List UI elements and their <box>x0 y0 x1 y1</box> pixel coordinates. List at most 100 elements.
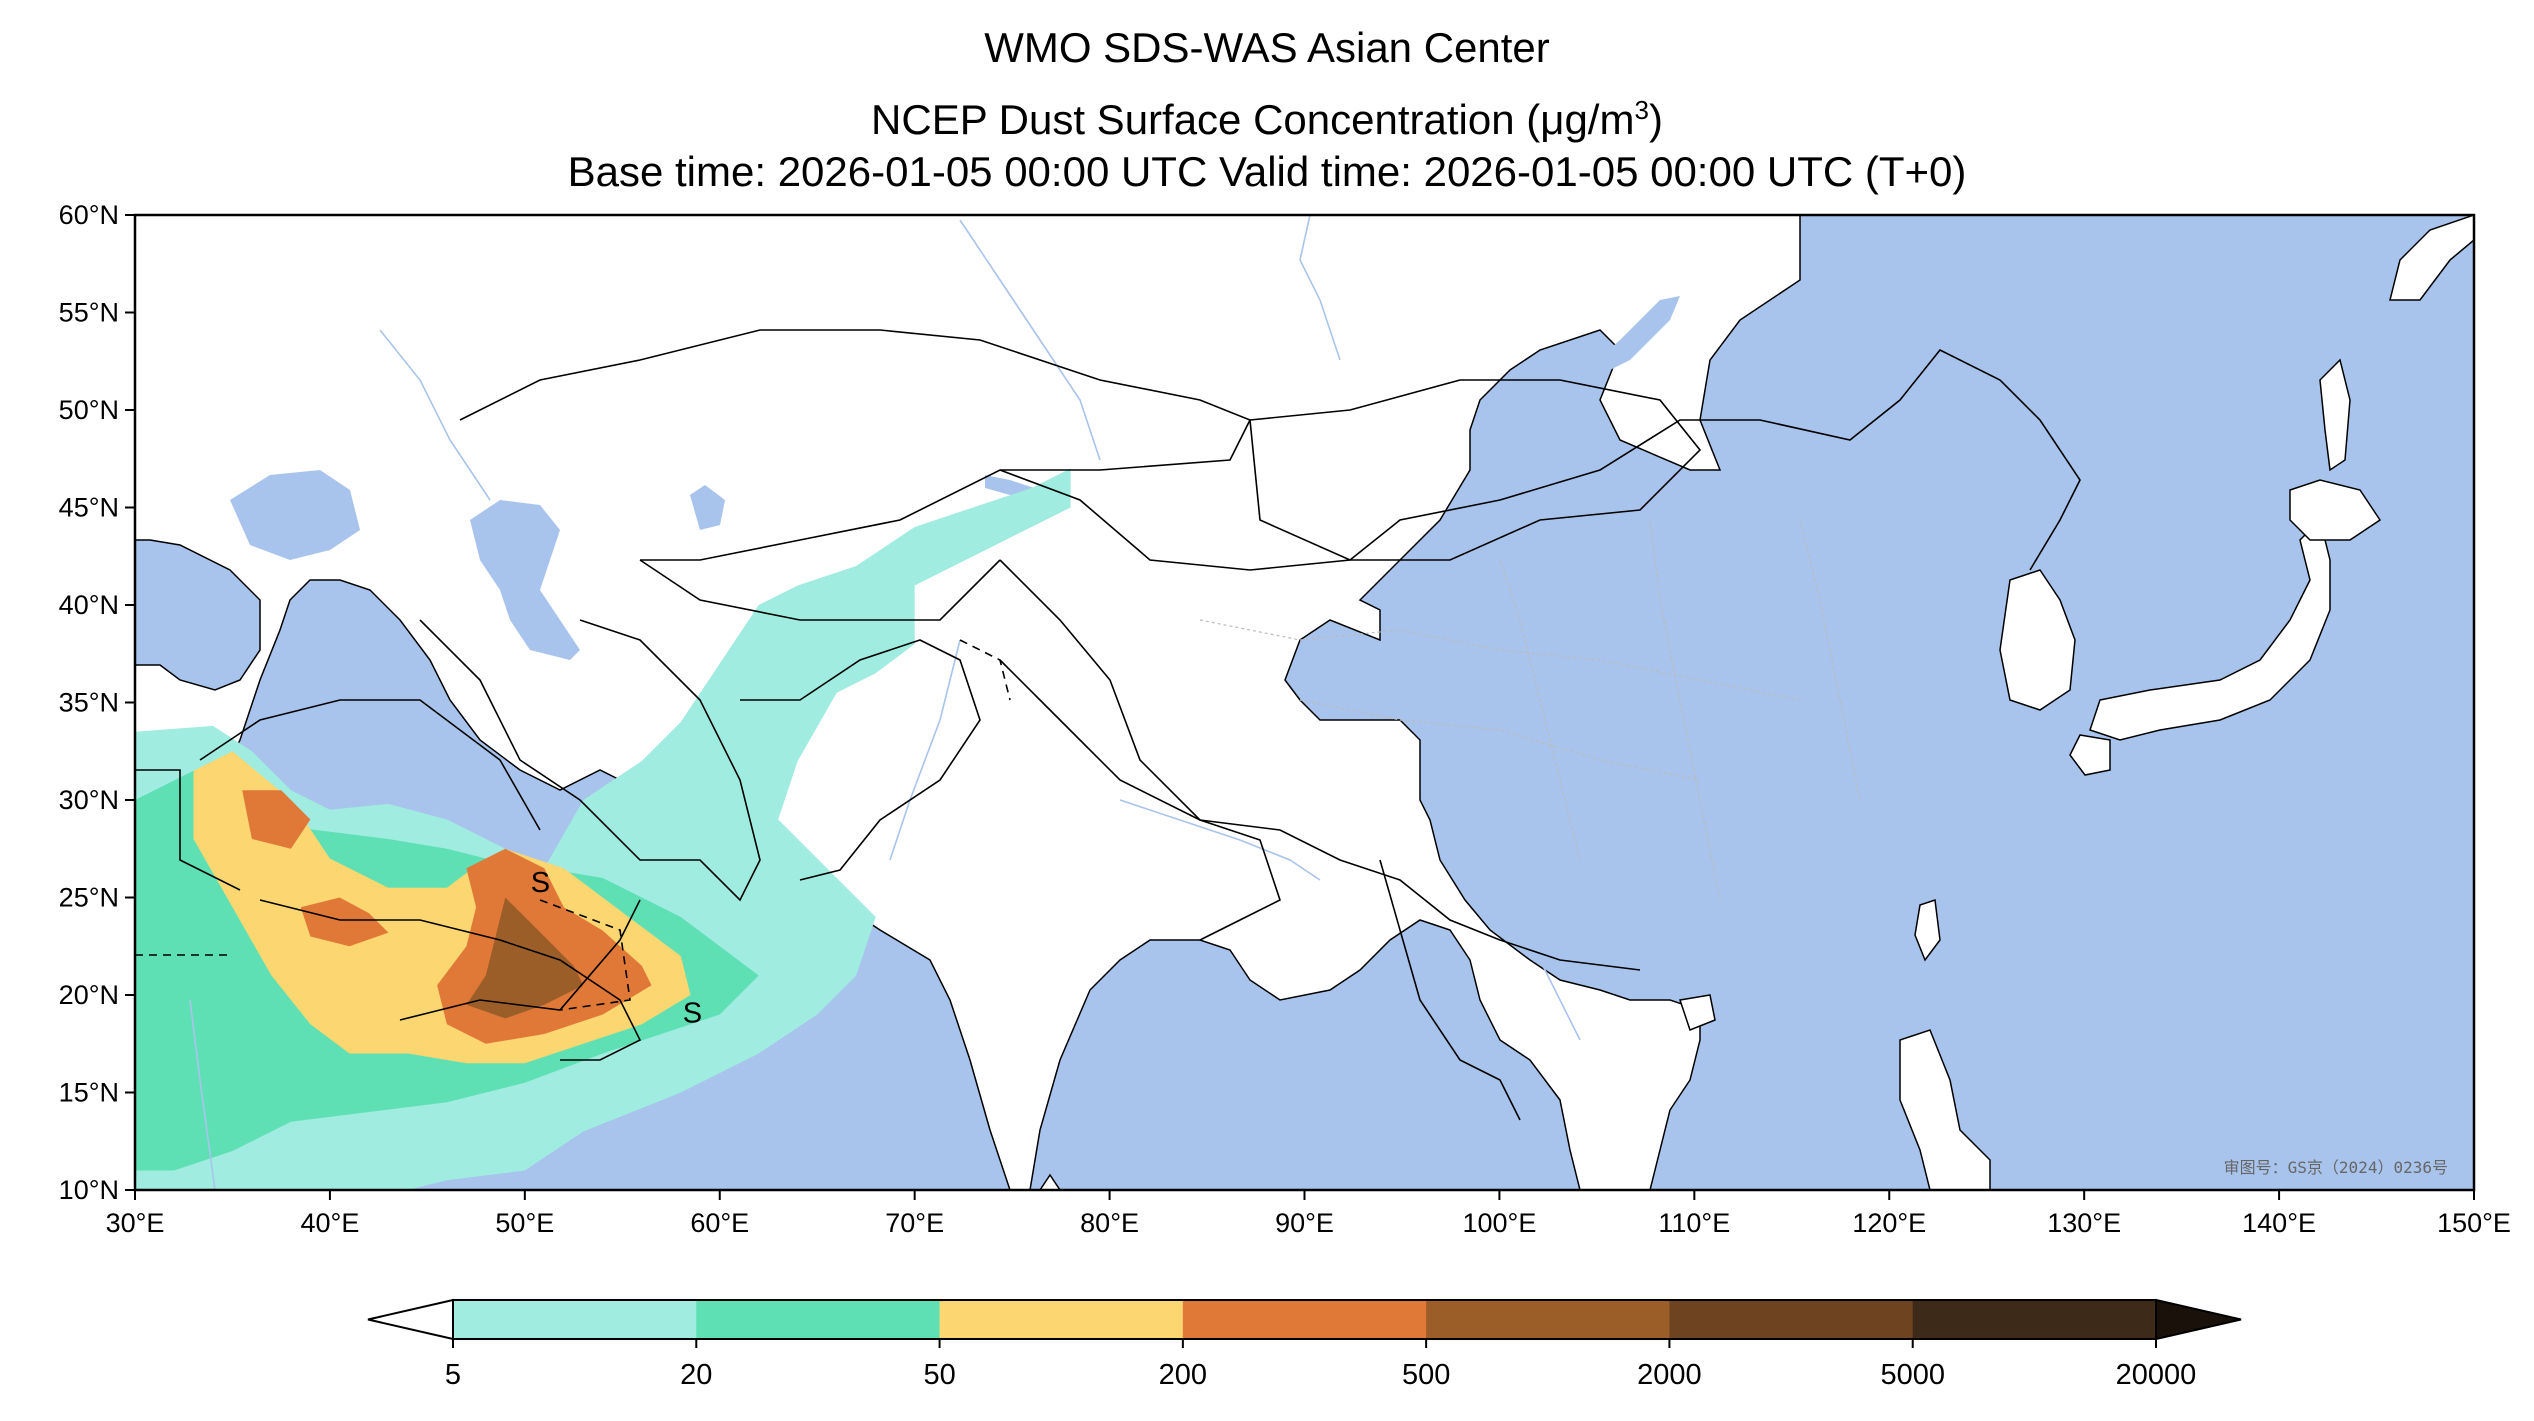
lon-tick-label: 90°E <box>1275 1208 1334 1238</box>
colorbar-bin-5000-20000 <box>1912 1300 2157 1339</box>
lon-tick-label: 150°E <box>2437 1208 2511 1238</box>
title-prefix: NCEP Dust Surface Concentration ( <box>871 96 1541 143</box>
disputed-borders <box>135 639 1011 1011</box>
province-line-1 <box>1199 619 1801 701</box>
river-volga <box>379 329 491 501</box>
land-taiwan <box>1914 898 1941 962</box>
river-ganges <box>1119 799 1321 881</box>
lon-tick-label: 50°E <box>495 1208 554 1238</box>
longitude-axis: 30°E 40°E 50°E 60°E 70°E 80°E 90°E 100°E 110°E 12… <box>106 1190 2511 1238</box>
land-kamchatka <box>2389 215 2474 301</box>
colorbar-bin-500-2000 <box>1426 1300 1670 1339</box>
colorbar: 5 20 50 200 500 2000 5000 20000 <box>367 1298 2242 1391</box>
lon-tick-label: 60°E <box>690 1208 749 1238</box>
border-central-asia <box>639 559 1001 621</box>
china-province-borders <box>1199 519 1861 901</box>
land-japan-honshu <box>2089 518 2331 741</box>
lat-tick-label: 35°N <box>59 688 119 718</box>
border-afghanistan-pakistan <box>740 639 981 881</box>
river-yenisei <box>1299 215 1341 361</box>
colorbar-over-arrow <box>2155 1298 2242 1341</box>
lat-tick-label: 20°N <box>59 980 119 1010</box>
river-amur <box>1759 299 2041 421</box>
province-line-5 <box>1799 519 1861 801</box>
storm-markers: S S <box>531 867 702 1030</box>
border-mongolia <box>1249 379 1702 561</box>
lon-tick-label: 110°E <box>1658 1208 1730 1238</box>
lat-tick-label: 30°N <box>59 785 119 815</box>
border-china-south <box>999 559 1641 971</box>
disputed-saudi-yemen <box>539 899 631 1011</box>
latitude-axis: 60°N 55°N 50°N 45°N 40°N 35°N 30°N 25°N 20°N 15°N… <box>59 200 135 1205</box>
dust-field-500-2000-6 <box>466 897 584 1019</box>
river-yellow <box>1419 599 1831 661</box>
river-nile <box>189 999 216 1190</box>
storm-marker-s-2: S <box>683 998 702 1030</box>
colorbar-bin-2000-5000 <box>1669 1300 1914 1339</box>
chart-title-line-2: NCEP Dust Surface Concentration (μg/m3) <box>0 84 2534 146</box>
land-hokkaido <box>2289 479 2382 541</box>
land-japan-kyushu <box>2069 734 2111 776</box>
land-philippines <box>1899 1029 1991 1190</box>
land-sakhalin <box>2319 358 2351 472</box>
lon-tick-label: 70°E <box>885 1208 944 1238</box>
unit-g: g/m <box>1564 96 1635 143</box>
lat-tick-label: 50°N <box>59 395 119 425</box>
river-indus <box>889 639 961 861</box>
lon-tick-label: 140°E <box>2242 1208 2316 1238</box>
river-ob <box>959 219 1101 461</box>
lon-tick-label: 30°E <box>106 1208 165 1238</box>
unit-mu: μ <box>1540 96 1565 143</box>
province-line-3 <box>1499 559 1581 861</box>
border-india <box>999 659 1281 941</box>
river-mekong <box>1459 729 1581 1041</box>
chart-title-line-3: Base time: 2026-01-05 00:00 UTC Valid ti… <box>567 148 1967 195</box>
colorbar-bin-200-500 <box>1182 1300 1427 1339</box>
border-arabia-south <box>259 899 642 1061</box>
dust-field-200-500-3 <box>242 790 311 849</box>
disputed-kashmir <box>959 639 1011 701</box>
unit-superscript: 3 <box>1634 95 1649 125</box>
river-yangtze <box>1439 699 1861 801</box>
land-korea <box>1999 569 2076 711</box>
colorbar-tick-label: 50 <box>923 1359 955 1391</box>
lat-tick-label: 40°N <box>59 590 119 620</box>
map-area: S S 审图号：GS京（2024）0236号 <box>135 215 2474 1190</box>
border-china-north <box>999 348 2081 571</box>
map-approval-watermark: 审图号：GS京（2024）0236号 <box>2224 1158 2448 1177</box>
lat-tick-label: 60°N <box>59 200 119 230</box>
province-line-4 <box>1649 519 1721 901</box>
lat-tick-label: 45°N <box>59 493 119 523</box>
lon-tick-label: 80°E <box>1080 1208 1139 1238</box>
title-suffix: ) <box>1648 96 1663 143</box>
colorbar-tick-label: 5000 <box>1880 1359 1945 1391</box>
colorbar-tick-label: 500 <box>1402 1359 1450 1391</box>
colorbar-tick-label: 200 <box>1159 1359 1207 1391</box>
colorbar-bin-50-200 <box>939 1300 1184 1339</box>
border-iran <box>419 619 761 902</box>
border-egypt <box>135 769 241 891</box>
dust-field-200-500-4 <box>300 897 389 947</box>
bohai-yellow-sea <box>1850 590 1980 740</box>
colorbar-tick-label: 2000 <box>1637 1359 1702 1391</box>
lat-tick-label: 10°N <box>59 1175 119 1205</box>
rivers <box>189 215 2041 1190</box>
land-hainan <box>1679 994 1716 1031</box>
country-borders <box>135 329 2081 1121</box>
storm-marker-s-1: S <box>531 867 550 899</box>
border-southeast-asia <box>1379 859 1521 1121</box>
border-kazakhstan <box>459 329 1252 561</box>
lake-baikal <box>1580 296 1680 380</box>
lat-tick-label: 25°N <box>59 883 119 913</box>
colorbar-bin-20-50 <box>696 1300 941 1339</box>
land-sri-lanka <box>1039 1173 1061 1190</box>
province-line-2 <box>1299 699 1701 781</box>
colorbar-tick-label: 5 <box>445 1359 461 1391</box>
caspian-sea <box>470 500 580 660</box>
aral-sea <box>690 485 725 530</box>
colorbar-tick-label: 20 <box>680 1359 712 1391</box>
lon-tick-label: 40°E <box>300 1208 359 1238</box>
colorbar-tick-label: 20000 <box>2116 1359 2197 1391</box>
border-saudi-iraq <box>199 699 541 831</box>
